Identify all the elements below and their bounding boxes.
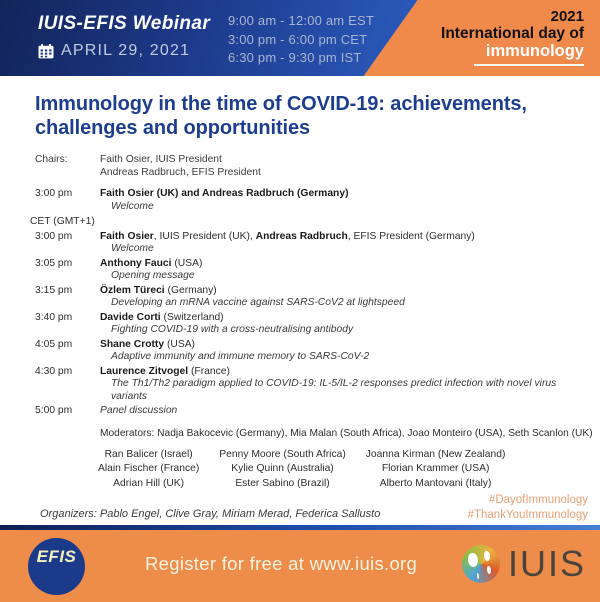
schedule-session: The Th1/Th2 paradigm applied to COVID-19…: [111, 378, 557, 402]
webinar-time-row: 9:00 am - 12:00 am EST: [228, 13, 375, 28]
webinar-date-text: APRIL 29, 2021: [61, 42, 191, 59]
badge-line1: International day of: [441, 25, 584, 42]
hashtags: #DayofImmunology #ThankYouImmunology: [468, 493, 588, 523]
footer-divider-bar: [0, 525, 600, 530]
speaker-name-part: Shane Crotty: [100, 338, 165, 350]
schedule-speakers: Shane Crotty (USA): [100, 339, 590, 352]
hashtag: #ThankYouImmunology: [467, 509, 588, 521]
schedule-session: Opening message: [111, 270, 195, 281]
panelist-name: Joanna Kirman (New Zealand): [365, 448, 506, 460]
iuis-logo-text: IUIS: [507, 543, 586, 584]
chair-name: Faith Osier, IUIS President: [100, 154, 222, 165]
efis-logo: EFIS: [28, 538, 85, 595]
schedule-session: Developing an mRNA vaccine against SARS-…: [111, 297, 405, 308]
speaker-name-part: Özlem Türeci: [100, 284, 165, 296]
footer-banner: EFIS Register for free at www.iuis.org I…: [0, 530, 600, 602]
schedule-time: 5:00 pm: [35, 405, 73, 416]
speaker-name-part: (France): [188, 365, 230, 377]
schedule-session: Panel discussion: [100, 405, 178, 416]
schedule-speakers: Laurence Zitvogel (France): [100, 366, 590, 379]
panelist-name: Kylie Quinn (Australia): [231, 463, 334, 474]
globe-icon: [461, 545, 500, 583]
schedule-session: Welcome: [111, 200, 154, 212]
panelists-column-2: Penny Moore (South Africa) Kylie Quinn (A…: [219, 448, 345, 492]
speaker-name-part: (USA): [171, 257, 203, 269]
speaker-name-part: , IUIS President (UK),: [153, 230, 256, 242]
chair-name: Andreas Radbruch, EFIS President: [100, 166, 261, 178]
iuis-logo: IUIS: [461, 543, 586, 584]
efis-logo-text: EFIS: [36, 547, 77, 566]
schedule-row: 4:05 pm Shane Crotty (USA) Adaptive immu…: [35, 339, 600, 364]
moderators-line: Moderators: Nadja Bakocevic (Germany), M…: [100, 427, 593, 439]
chairs-block: Chairs: Faith Osier, IUIS President Andre…: [35, 154, 600, 179]
webinar-series-title: IUIS-EFIS Webinar: [38, 13, 211, 34]
chairs-names: Faith Osier, IUIS President Andreas Radbr…: [100, 154, 261, 179]
schedule-speakers: Faith Osier (UK) and Andreas Radbruch (G…: [100, 188, 590, 201]
speaker-name-part: Anthony Fauci: [100, 257, 172, 269]
schedule-time: 4:05 pm: [35, 338, 73, 350]
immunology-day-badge: 2021 International day of immunology: [363, 0, 600, 76]
speaker-name-part: (Germany): [164, 284, 217, 296]
panelist-name: Penny Moore (South Africa): [219, 448, 346, 460]
panelists-column-3: Joanna Kirman (New Zealand) Florian Kramm…: [366, 448, 506, 492]
webinar-date: APRIL 29, 2021: [38, 42, 210, 60]
panelists-column-1: Ran Balicer (Israel) Alain Fischer (Franc…: [98, 448, 199, 492]
speaker-name-part: , EFIS President (Germany): [347, 230, 475, 242]
badge-underline: [474, 64, 584, 66]
register-text: Register for free at www.iuis.org: [145, 553, 418, 574]
schedule-speakers: Anthony Fauci (USA): [100, 258, 590, 271]
bottom-zone: #DayofImmunology #ThankYouImmunology Orga…: [0, 491, 600, 525]
schedule-row: 3:00 pm Faith Osier, IUIS President (UK)…: [35, 231, 600, 256]
speaker-name-part: (USA): [164, 338, 195, 350]
schedule-row: 3:40 pm Davide Corti (Switzerland) Fight…: [35, 312, 600, 337]
poster-body: Immunology in the time of COVID-19: achi…: [0, 76, 600, 525]
schedule-speakers: Faith Osier, IUIS President (UK), Andrea…: [100, 231, 590, 244]
schedule-row: 3:05 pm Anthony Fauci (USA) Opening mess…: [35, 258, 600, 283]
speaker-name-part: Faith Osier: [100, 230, 154, 242]
page-title: Immunology in the time of COVID-19: achi…: [35, 93, 527, 139]
schedule-time: 3:40 pm: [35, 311, 73, 323]
schedule-session: Adaptive immunity and immune memory to S…: [111, 351, 370, 362]
schedule-time: 4:30 pm: [35, 365, 73, 377]
organizers-line: Organizers: Pablo Engel, Clive Gray, Mir…: [40, 508, 381, 520]
badge-line2: immunology: [485, 42, 584, 60]
speaker-name-part: Davide Corti: [100, 311, 161, 323]
header-banner: 2021 International day of immunology IUI…: [0, 0, 600, 76]
webinar-times: 9:00 am - 12:00 am EST 3:00 pm - 6:00 pm …: [228, 12, 374, 68]
panelist-name: Adrian Hill (UK): [113, 477, 185, 489]
schedule-row: 3:00 pm Faith Osier (UK) and Andreas Rad…: [35, 188, 600, 213]
badge-year: 2021: [550, 8, 584, 25]
speaker-name-part: Faith Osier (UK) and Andreas Radbruch (G…: [100, 188, 349, 199]
webinar-time-row: 6:30 pm - 9:30 pm IST: [228, 50, 362, 65]
schedule-session: Fighting COVID-19 with a cross-neutralis…: [111, 324, 354, 335]
schedule-time: 3:00 pm: [35, 230, 73, 242]
schedule-speakers: Özlem Türeci (Germany): [100, 285, 590, 298]
calendar-icon: [38, 43, 54, 59]
webinar-time-row: 3:00 pm - 6:00 pm CET: [228, 31, 368, 47]
schedule-speakers: Davide Corti (Switzerland): [100, 312, 590, 325]
schedule-time: 3:00 pm: [35, 188, 73, 199]
schedule-row: 4:30 pm Laurence Zitvogel (France) The T…: [35, 366, 600, 404]
timezone-note: CET (GMT+1): [30, 216, 95, 227]
panelist-name: Alberto Mantovani (Italy): [379, 477, 492, 489]
panelist-name: Ester Sabino (Brazil): [235, 477, 330, 489]
schedule: 3:00 pm Faith Osier (UK) and Andreas Rad…: [30, 188, 600, 420]
hashtag: #DayofImmunology: [488, 494, 588, 506]
panelist-name: Florian Krammer (USA): [381, 463, 490, 474]
chairs-label: Chairs:: [35, 154, 68, 165]
header-left: IUIS-EFIS Webinar APRIL 29, 2021: [38, 13, 210, 60]
panelists-columns: Ran Balicer (Israel) Alain Fischer (Franc…: [98, 448, 600, 492]
speaker-name-part: Laurence Zitvogel: [100, 365, 189, 377]
speaker-name-part: (Switzerland): [160, 311, 224, 323]
panelist-name: Ran Balicer (Israel): [104, 448, 193, 460]
schedule-time: 3:05 pm: [35, 257, 73, 269]
speaker-name-part: Andreas Radbruch: [255, 230, 348, 242]
schedule-session: Welcome: [111, 243, 154, 254]
schedule-time: 3:15 pm: [35, 284, 73, 296]
schedule-row: 3:15 pm Özlem Türeci (Germany) Developin…: [35, 285, 600, 310]
panelist-name: Alain Fischer (France): [98, 463, 200, 474]
schedule-row: 5:00 pm Panel discussion: [35, 405, 600, 418]
